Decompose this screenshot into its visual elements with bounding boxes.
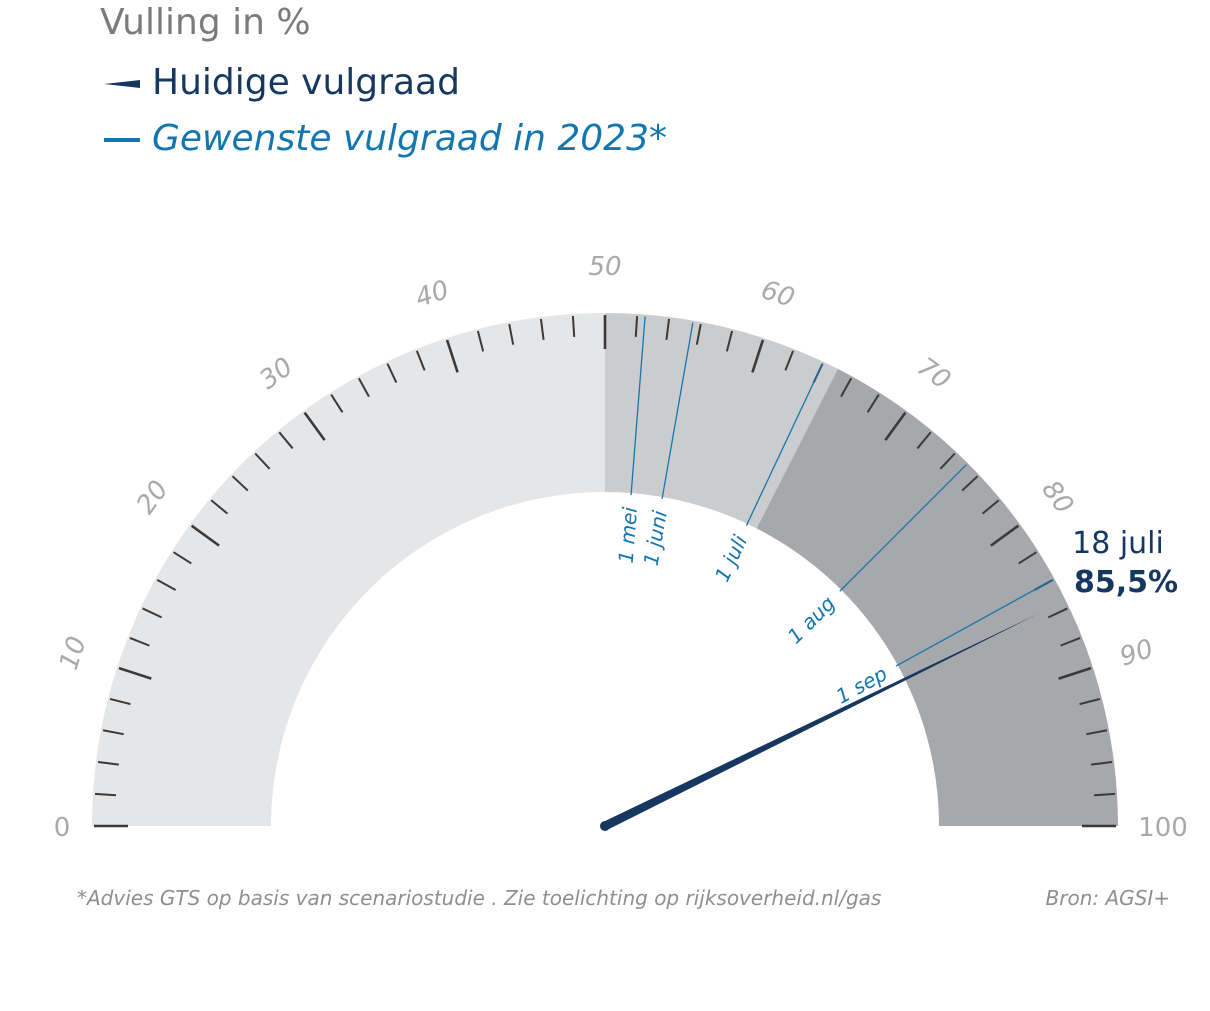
needle-group	[600, 612, 1041, 831]
major-tick	[190, 524, 220, 547]
target-label: 1 juni	[639, 508, 672, 567]
legend-item-target: Gewenste vulgraad in 2023*	[102, 118, 667, 159]
minor-tick	[1018, 551, 1037, 565]
target-line	[745, 363, 824, 526]
minor-tick	[916, 431, 932, 450]
minor-tick	[1060, 636, 1081, 647]
minor-tick	[539, 318, 545, 340]
minor-tick	[571, 315, 576, 338]
target-line	[895, 579, 1054, 667]
minor-tick	[254, 452, 271, 470]
tick-label: 70	[911, 352, 955, 396]
major-tick	[884, 411, 907, 441]
gauge-band-3	[756, 368, 1118, 826]
minor-tick	[784, 350, 795, 371]
footnote: *Advies GTS op basis van scenariostudie …	[77, 886, 882, 910]
minor-tick	[102, 729, 124, 736]
minor-tick	[357, 377, 370, 398]
tick-label: 50	[588, 252, 621, 282]
legend-label-target: Gewenste vulgraad in 2023*	[152, 118, 667, 159]
readout-date: 18 juli	[1072, 526, 1164, 561]
tick-label: 80	[1035, 475, 1079, 519]
gauge-band-2	[605, 313, 838, 529]
legend-label-current: Huidige vulgraad	[152, 62, 460, 103]
minor-tick	[210, 499, 229, 515]
target-line	[661, 322, 694, 500]
minor-tick	[94, 792, 117, 797]
minor-tick	[961, 475, 979, 492]
minor-tick	[840, 377, 853, 398]
major-tick	[445, 339, 459, 373]
minor-tick	[725, 330, 734, 352]
major-tick	[1058, 666, 1092, 680]
needle	[603, 612, 1041, 831]
target-line	[630, 316, 646, 496]
unit-title: Vulling in %	[100, 2, 311, 43]
minor-tick	[939, 452, 956, 470]
minor-tick	[866, 394, 880, 413]
source-note: Bron: AGSI+	[1045, 886, 1170, 910]
minor-tick	[634, 315, 639, 338]
minor-tick	[330, 394, 344, 413]
tick-label: 10	[54, 633, 93, 674]
needle-legend-icon	[104, 79, 140, 88]
major-tick	[303, 411, 326, 441]
target-label: 1 mei	[614, 506, 642, 565]
tick-label: 60	[757, 275, 798, 314]
gauge-bands	[92, 313, 1118, 826]
needle-hub	[600, 821, 610, 831]
minor-tick	[981, 499, 1000, 515]
tick-label: 30	[254, 352, 298, 396]
line-legend-icon	[104, 137, 140, 142]
minor-tick	[156, 578, 177, 591]
major-tick	[751, 339, 765, 373]
minor-tick	[97, 760, 119, 766]
minor-tick	[386, 363, 398, 384]
minor-tick	[231, 475, 249, 492]
minor-tick	[109, 697, 131, 706]
minor-tick	[173, 551, 192, 565]
minor-tick	[142, 607, 163, 619]
target-label: 1 aug	[783, 591, 840, 648]
minor-tick	[476, 330, 485, 352]
minor-tick	[1093, 792, 1116, 797]
minor-tick	[278, 431, 294, 450]
gauge-ticks	[94, 315, 1116, 828]
tick-label: 100	[1138, 813, 1188, 843]
minor-tick	[665, 318, 671, 340]
minor-tick	[1079, 697, 1101, 706]
minor-tick	[695, 323, 702, 345]
tick-label: 40	[412, 275, 453, 314]
minor-tick	[1047, 607, 1068, 619]
legend-item-current: Huidige vulgraad	[102, 62, 460, 103]
minor-tick	[415, 350, 426, 371]
major-tick	[990, 524, 1020, 547]
readout-value: 85,5%	[1074, 565, 1178, 600]
gauge-band-1	[92, 313, 605, 826]
tick-label: 0	[54, 813, 71, 843]
tick-label: 20	[131, 475, 175, 519]
target-label: 1 juli	[710, 531, 753, 585]
minor-tick	[129, 636, 150, 647]
minor-tick	[1091, 760, 1113, 766]
major-tick	[118, 666, 152, 680]
target-line	[839, 464, 967, 592]
minor-tick	[1086, 729, 1108, 736]
tick-label: 90	[1116, 634, 1157, 673]
minor-tick	[508, 323, 515, 345]
